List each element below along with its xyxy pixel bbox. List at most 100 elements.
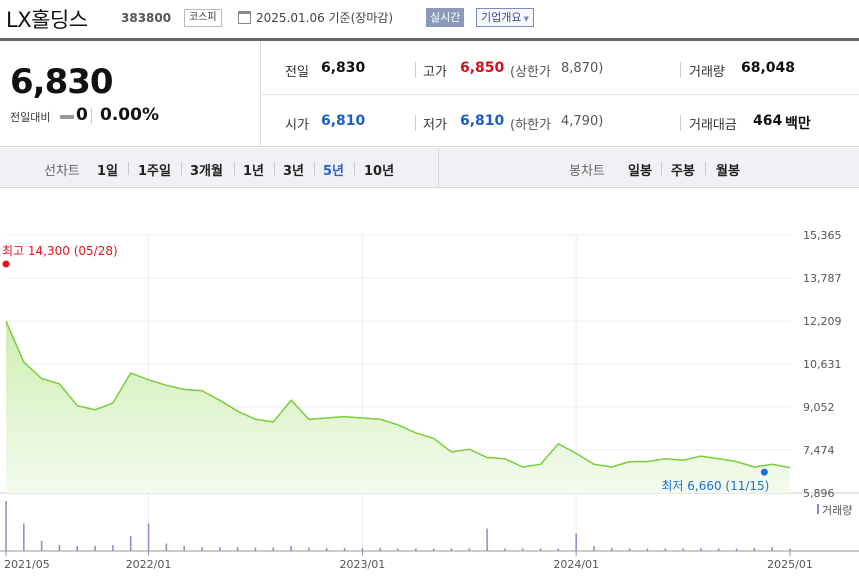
price-chart: 15,36513,78712,20910,6319,0527,4745,896 … [0, 229, 859, 571]
amount-value: 464 [753, 113, 783, 129]
current-price-box: 6,830 전일대비 0 0.00% [0, 41, 261, 147]
period-3m[interactable]: 3개월 [190, 164, 223, 179]
volume-label: 거래량 [689, 65, 725, 80]
volume-bar [236, 547, 239, 551]
market-badge: 코스피 [184, 9, 222, 27]
period-separator [314, 162, 315, 175]
volume-bar [539, 548, 542, 551]
period-separator [181, 162, 182, 175]
volume-bar [325, 548, 328, 551]
change-value: 0 [76, 105, 88, 125]
upper-limit-label: (상한가 [510, 65, 551, 80]
flat-change-icon [60, 115, 74, 119]
stock-name: LX홀딩스 [6, 8, 88, 32]
amount-unit: 백만 [785, 116, 811, 132]
realtime-button[interactable]: 실시간 [426, 8, 465, 27]
volume-bar [504, 548, 506, 551]
volume-bar [147, 523, 150, 551]
volume-bar [700, 548, 702, 551]
cell-separator [680, 62, 681, 78]
low-label: 저가 [423, 118, 447, 133]
change-label: 전일대비 [10, 111, 51, 124]
volume-bar [682, 548, 684, 551]
high-label: 고가 [423, 65, 447, 80]
volume-bar [628, 548, 631, 551]
period-1y[interactable]: 1년 [243, 164, 265, 179]
lower-limit-label: (하한가 [510, 118, 551, 133]
price-line [5, 320, 791, 469]
price-summary: 6,830 전일대비 0 0.00% 전일 6,830 고가 6,850 (상한… [0, 41, 859, 147]
company-info-button[interactable]: 기업개요 ▼ [476, 8, 534, 27]
volume-bar [432, 548, 435, 551]
y-tick-label: 5,896 [803, 487, 835, 500]
volume-bar [753, 548, 756, 551]
candle-monthly[interactable]: 월봉 [716, 164, 740, 179]
volume-bar [40, 541, 43, 551]
cell-separator [415, 62, 416, 78]
period-separator [705, 162, 706, 175]
volume-bar [450, 548, 453, 551]
cell-separator [415, 115, 416, 131]
cell-separator [680, 115, 681, 131]
open-value: 6,810 [321, 113, 366, 129]
x-tick-label: 2024/01 [553, 558, 599, 571]
company-info-label: 기업개요 [481, 11, 522, 24]
y-tick-label: 9,052 [803, 401, 835, 414]
summary-row-divider [261, 94, 859, 95]
volume-bar [717, 548, 720, 551]
volume-bar [611, 548, 613, 551]
x-tick-label: 2025/01 [767, 558, 813, 571]
period-separator [274, 162, 275, 175]
volume-bar [789, 548, 791, 551]
upper-limit-value: 8,870) [561, 61, 604, 76]
candle-daily[interactable]: 일봉 [628, 164, 652, 179]
volume-bar [308, 547, 310, 551]
lower-limit-value: 4,790) [561, 114, 604, 129]
volume-value: 68,048 [741, 60, 796, 76]
period-separator [354, 162, 355, 175]
volume-bar [343, 548, 346, 551]
volume-bar [23, 523, 25, 551]
period-5y[interactable]: 5년 [323, 164, 345, 179]
volume-bar [468, 548, 471, 551]
high-annotation: 최고 14,300 (05/28) [2, 244, 118, 258]
amount-label: 거래대금 [689, 118, 737, 133]
volume-bar [557, 548, 560, 551]
volume-bar [397, 548, 399, 551]
volume-bar [486, 528, 488, 551]
y-tick-label: 7,474 [803, 444, 835, 457]
current-price: 6,830 [10, 62, 114, 102]
change-percent: 0.00% [100, 105, 159, 125]
period-separator [128, 162, 129, 175]
volume-bar [76, 546, 79, 551]
low-marker [760, 468, 768, 476]
x-tick-label: 2021/05 [4, 558, 50, 571]
volume-bar [165, 543, 168, 551]
period-1d[interactable]: 1일 [97, 164, 119, 179]
period-3y[interactable]: 3년 [283, 164, 305, 179]
low-annotation: 최저 6,660 (11/15) [661, 479, 769, 493]
low-value: 6,810 [460, 113, 505, 129]
volume-bar [290, 546, 292, 551]
volume-bar [521, 548, 524, 551]
change-separator [91, 108, 92, 124]
candle-weekly[interactable]: 주봉 [671, 164, 695, 179]
y-tick-label: 10,631 [803, 358, 842, 371]
volume-bar [94, 546, 96, 551]
volume-bar [771, 547, 773, 551]
x-axis-ticks: 2021/05 2022/01 2023/01 2024/01 2025/01 [4, 551, 813, 571]
x-tick-label: 2023/01 [340, 558, 386, 571]
header-divider [0, 38, 859, 41]
stock-code: 383800 [121, 11, 172, 25]
volume-bar [201, 547, 203, 551]
volume-bar [415, 548, 417, 551]
volume-legend-icon [817, 504, 819, 514]
y-tick-label: 12,209 [803, 315, 842, 328]
volume-bar [129, 536, 132, 551]
x-tick-label: 2022/01 [126, 558, 172, 571]
period-10y[interactable]: 10년 [364, 164, 395, 179]
prev-close-label: 전일 [285, 65, 309, 80]
volume-bar [5, 501, 7, 551]
period-1w[interactable]: 1주일 [138, 164, 171, 179]
volume-bar [593, 546, 595, 551]
